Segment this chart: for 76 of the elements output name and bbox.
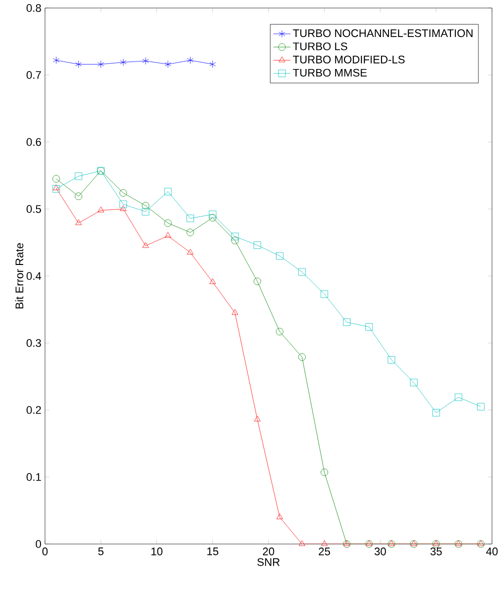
point [276,252,284,260]
point [142,242,149,248]
point [432,408,440,416]
point [164,232,171,238]
x-axis-title: SNR [257,558,280,566]
x-tick-label: 20 [262,548,274,556]
point [120,58,126,66]
x-tick-label: 40 [486,548,498,556]
point [476,402,484,410]
y-tick-label: 0.3 [26,339,41,347]
point [75,60,82,68]
point [142,57,149,65]
point [298,268,306,276]
x-tick-label: 10 [151,548,162,556]
point [454,394,462,401]
point [253,241,261,249]
point [208,210,216,218]
point [52,56,60,64]
point [186,248,194,254]
y-tick-label: 0.6 [26,138,41,146]
y-tick-label: 0.4 [26,272,41,280]
x-tick-label: 0 [42,548,48,556]
point [232,309,238,315]
point [120,205,126,211]
y-tick-label: 0.7 [26,71,41,79]
point [209,60,216,68]
y-tick-label: 0.2 [26,406,41,414]
point [254,416,260,422]
point [164,188,172,196]
point [410,378,418,386]
point [119,200,127,208]
point [253,278,261,286]
y-axis-title: Bit Error Rate [15,243,24,308]
point [342,318,350,326]
point [186,228,194,236]
x-tick-label: 25 [318,548,330,556]
point [231,236,238,244]
x-tick-label: 5 [98,548,104,556]
legend-label: TURBO LS [292,42,347,50]
point [298,540,306,546]
point [119,189,127,197]
point [365,323,373,331]
point [320,290,328,298]
point [74,172,82,180]
point [231,232,238,240]
x-tick-label: 35 [430,548,442,556]
point [52,185,60,193]
point [75,219,82,226]
point [74,192,82,200]
point [142,208,150,216]
x-tick-label: 30 [374,548,386,556]
y-tick-label: 0.5 [26,205,41,213]
x-tick-label: 15 [207,548,218,556]
point [276,514,283,520]
point [164,60,171,68]
legend-label: TURBO MODIFIED-LS [292,56,404,64]
point [52,175,60,183]
point [298,353,306,361]
point [97,206,104,212]
legend-label: TURBO MMSE [292,68,367,77]
point [320,540,328,546]
point [320,468,328,476]
point [164,219,172,227]
point [208,214,216,222]
point [186,56,194,64]
point [388,356,395,364]
y-tick-label: 0 [36,540,41,548]
legend-label: TURBO NOCHANNEL-ESTIMATION [292,29,472,38]
point [276,328,284,336]
point [52,184,60,190]
point [142,202,150,210]
y-tick-label: 0.8 [26,4,41,12]
point [209,278,216,284]
y-tick-label: 0.1 [26,473,41,481]
point [97,60,104,68]
point [186,214,194,222]
